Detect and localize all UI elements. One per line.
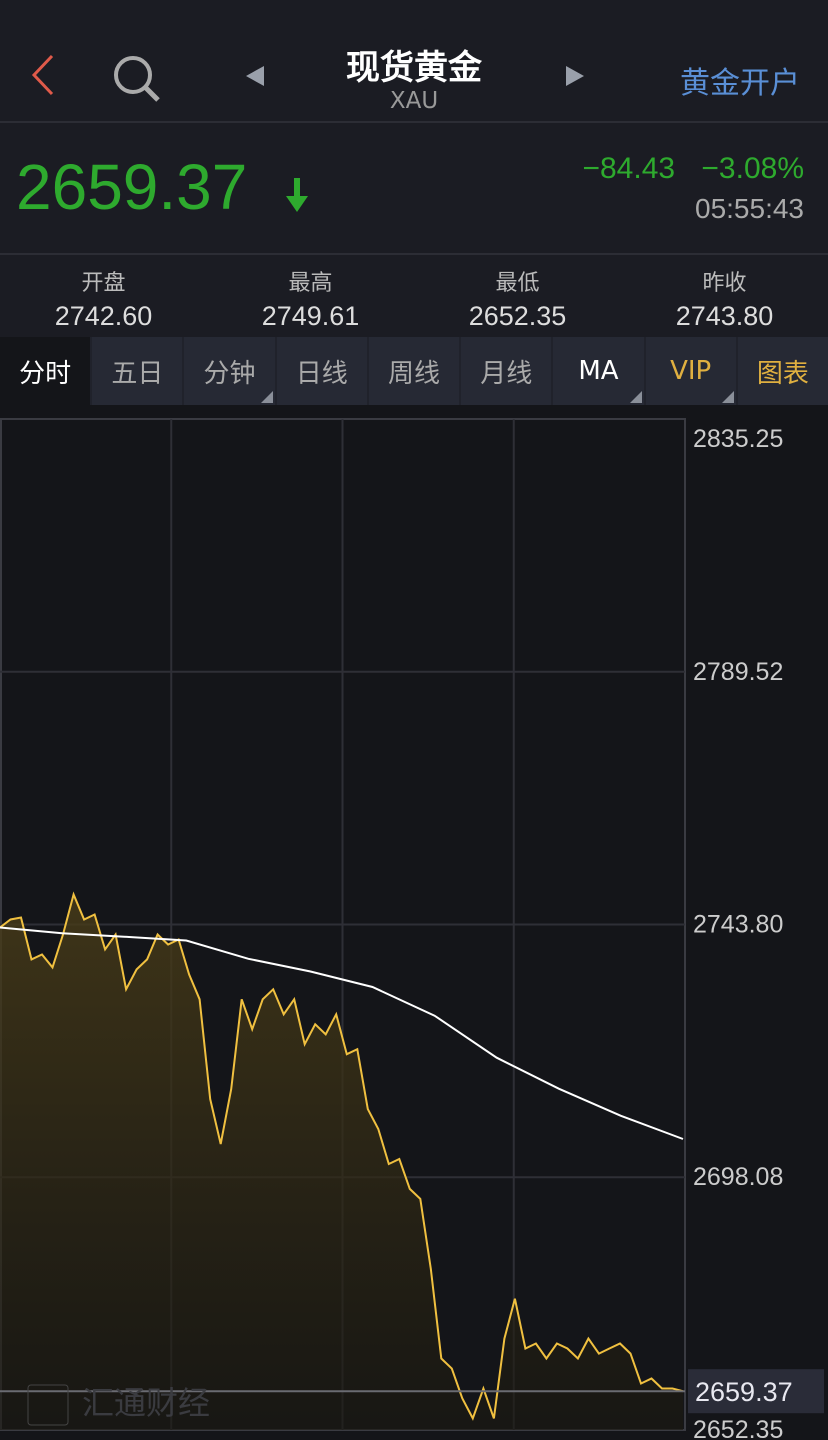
tab-ma[interactable]: MA [553,337,644,405]
stat-label: 最低 [495,271,540,296]
chart-svg: 2835.25 2789.52 2743.80 2698.08 2652.35 2659.… [0,418,824,1440]
stat-label: 昨收 [702,271,747,296]
price-change: −84.43 −3.08% [582,152,804,186]
price-area-fill [0,894,683,1430]
arrow-down-icon [286,178,308,212]
stat-label: 开盘 [81,271,126,296]
y-tick-label: 2698.08 [693,1163,783,1191]
tab-vip[interactable]: VIP [645,337,736,405]
price-chart[interactable]: 2835.25 2789.52 2743.80 2698.08 2652.35 2659.… [0,405,828,1440]
stat-high: 最高 2749.61 [207,255,414,337]
tab-five-day[interactable]: 五日 [92,337,183,405]
next-instrument-button[interactable] [566,66,584,86]
stat-low: 最低 2652.35 [414,255,621,337]
stat-open: 开盘 2742.60 [0,255,207,337]
stat-value: 2749.61 [261,301,360,331]
y-tick-label: 2835.25 [693,425,783,453]
back-icon[interactable] [28,52,58,98]
top-bar: 现货黄金 XAU 黄金开户 [0,0,828,123]
period-tabs: 分时 五日 分钟 日线 周线 月线 MA VIP 图表 [0,337,828,405]
previous-instrument-button[interactable] [246,66,264,86]
tab-daily[interactable]: 日线 [276,337,367,405]
symbol-code: XAU [389,88,439,114]
y-tick-label: 2743.80 [693,911,783,939]
stat-value: 2652.35 [468,301,567,331]
tab-intraday[interactable]: 分时 [0,337,91,405]
average-price-line [0,926,684,1140]
change-value: −84.43 [582,152,676,185]
tab-minute[interactable]: 分钟 [184,337,275,405]
stat-label: 最高 [288,271,333,296]
tab-monthly[interactable]: 月线 [461,337,552,405]
stat-value: 2742.60 [54,301,153,331]
watermark-logo-icon [27,1384,69,1426]
y-tick-label: 2789.52 [693,658,783,686]
stats-row: 开盘 2742.60 最高 2749.61 最低 2652.35 昨收 2743.80 [0,253,828,337]
stat-prev-close: 昨收 2743.80 [621,255,828,337]
open-account-link[interactable]: 黄金开户 [680,66,800,101]
tab-chart[interactable]: 图表 [737,337,828,405]
stat-value: 2743.80 [675,301,774,331]
watermark: 汇通财经 [82,1384,211,1422]
last-price-tag [688,1369,824,1414]
change-percent: −3.08% [701,152,804,185]
last-price-label: 2659.37 [695,1377,793,1407]
search-icon[interactable] [112,54,162,104]
quote-time: 05:55:43 [695,193,804,224]
y-tick-label: 2652.35 [693,1416,783,1440]
tab-weekly[interactable]: 周线 [368,337,460,405]
current-price: 2659.37 [16,151,248,223]
page-title: 现货黄金 [346,48,482,88]
